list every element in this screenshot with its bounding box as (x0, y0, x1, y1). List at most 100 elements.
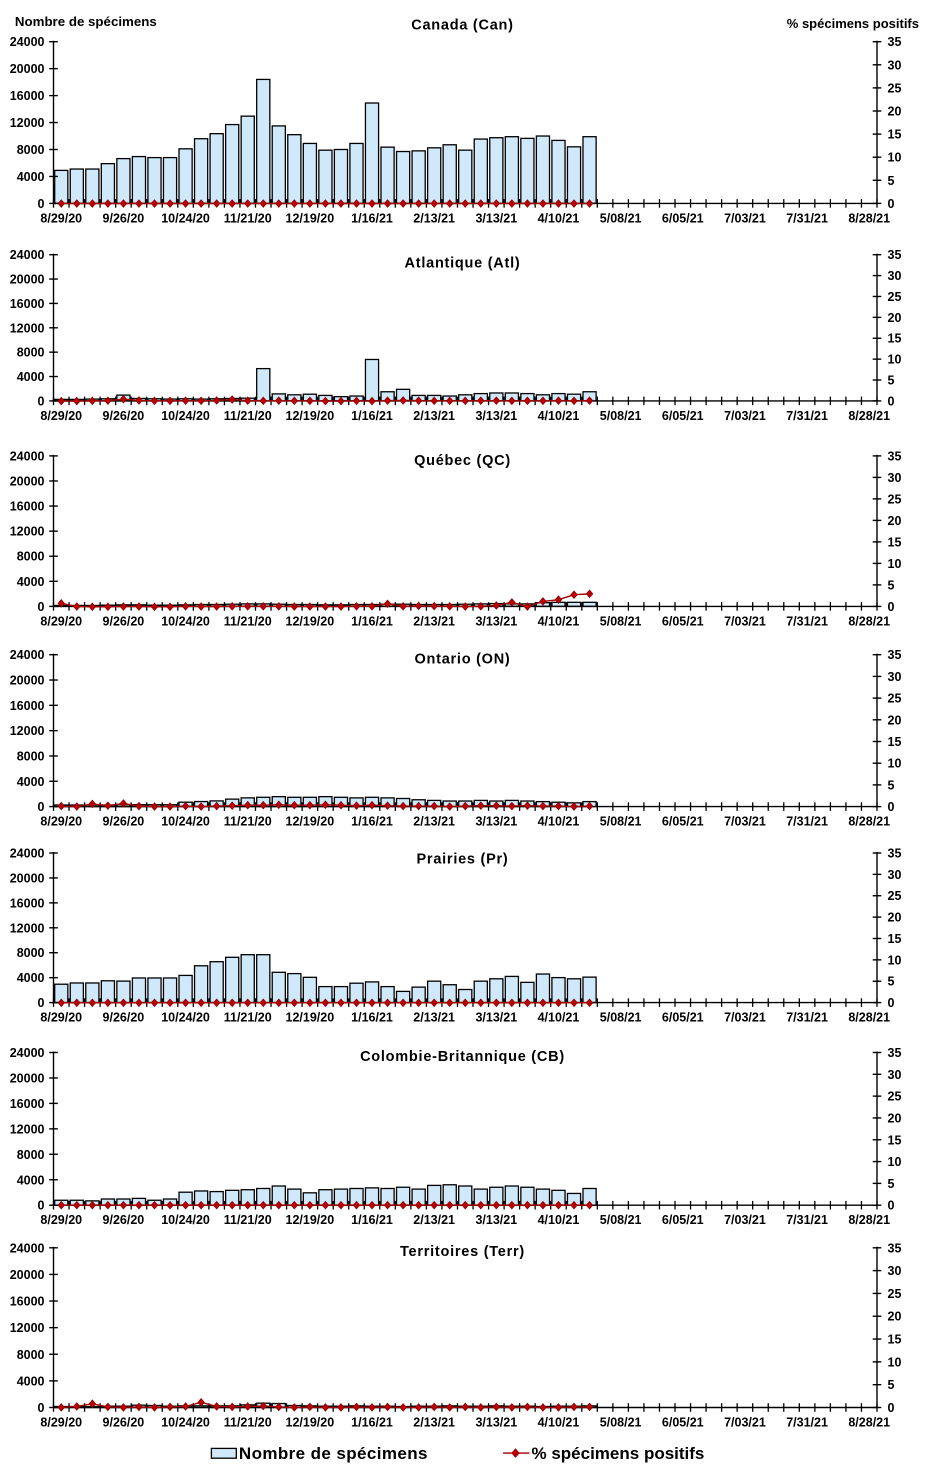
svg-text:12/19/20: 12/19/20 (286, 614, 335, 628)
svg-text:1/16/21: 1/16/21 (351, 1011, 393, 1025)
svg-text:0: 0 (888, 1401, 895, 1415)
svg-text:15: 15 (888, 932, 902, 946)
svg-text:11/21/20: 11/21/20 (224, 1416, 272, 1430)
svg-text:0: 0 (888, 394, 895, 408)
svg-text:8/29/20: 8/29/20 (40, 1416, 82, 1430)
svg-text:2/13/21: 2/13/21 (413, 1011, 455, 1025)
svg-text:2/13/21: 2/13/21 (413, 815, 455, 829)
svg-text:8/28/21: 8/28/21 (848, 1011, 890, 1025)
svg-text:15: 15 (888, 332, 902, 346)
svg-text:6/05/21: 6/05/21 (662, 614, 704, 628)
svg-text:20000: 20000 (10, 273, 45, 287)
svg-text:8/28/21: 8/28/21 (848, 211, 890, 225)
svg-text:5/08/21: 5/08/21 (600, 1213, 642, 1227)
svg-text:20000: 20000 (10, 1268, 45, 1282)
svg-text:5/08/21: 5/08/21 (600, 815, 642, 829)
svg-text:12000: 12000 (10, 116, 45, 130)
svg-text:5: 5 (888, 1378, 895, 1392)
svg-text:8/29/20: 8/29/20 (40, 1213, 82, 1227)
svg-text:4/10/21: 4/10/21 (538, 211, 580, 225)
svg-text:25: 25 (888, 1090, 902, 1104)
svg-text:35: 35 (888, 1046, 902, 1060)
svg-text:0: 0 (888, 800, 895, 814)
svg-text:15: 15 (888, 1133, 902, 1147)
svg-text:3/13/21: 3/13/21 (475, 409, 517, 423)
svg-text:11/21/20: 11/21/20 (224, 1213, 272, 1227)
svg-text:5: 5 (888, 374, 895, 388)
svg-text:7/31/21: 7/31/21 (786, 211, 828, 225)
svg-text:7/03/21: 7/03/21 (724, 815, 766, 829)
svg-text:1/16/21: 1/16/21 (351, 1416, 393, 1430)
svg-text:10: 10 (888, 151, 902, 165)
svg-text:4000: 4000 (17, 1374, 45, 1388)
svg-text:7/03/21: 7/03/21 (724, 409, 766, 423)
svg-text:5/08/21: 5/08/21 (600, 409, 642, 423)
svg-text:Prairies (Pr): Prairies (Pr) (417, 852, 509, 868)
svg-text:4000: 4000 (17, 170, 45, 184)
svg-text:24000: 24000 (10, 847, 45, 861)
svg-text:5: 5 (888, 975, 895, 989)
svg-text:10: 10 (888, 1355, 902, 1369)
svg-text:35: 35 (888, 35, 902, 49)
svg-text:Ontario (ON): Ontario (ON) (415, 652, 511, 668)
svg-text:12/19/20: 12/19/20 (286, 815, 335, 829)
svg-text:6/05/21: 6/05/21 (662, 1416, 704, 1430)
svg-text:10/24/20: 10/24/20 (161, 1213, 210, 1227)
svg-text:8/28/21: 8/28/21 (848, 409, 890, 423)
svg-text:4000: 4000 (17, 1173, 45, 1187)
svg-text:8000: 8000 (17, 749, 45, 763)
svg-text:8/29/20: 8/29/20 (40, 815, 82, 829)
svg-text:12000: 12000 (10, 525, 45, 539)
svg-text:12/19/20: 12/19/20 (286, 1011, 335, 1025)
svg-text:3/13/21: 3/13/21 (475, 1011, 517, 1025)
svg-text:11/21/20: 11/21/20 (224, 409, 272, 423)
svg-text:0: 0 (888, 1199, 895, 1213)
svg-text:5: 5 (888, 174, 895, 188)
svg-text:3/13/21: 3/13/21 (475, 211, 517, 225)
svg-text:20: 20 (888, 911, 902, 925)
svg-text:7/03/21: 7/03/21 (724, 614, 766, 628)
svg-text:1/16/21: 1/16/21 (351, 815, 393, 829)
svg-text:9/26/20: 9/26/20 (103, 409, 145, 423)
svg-text:7/31/21: 7/31/21 (786, 1416, 828, 1430)
svg-text:0: 0 (38, 600, 45, 614)
svg-text:8000: 8000 (17, 946, 45, 960)
svg-text:20000: 20000 (10, 474, 45, 488)
svg-text:15: 15 (888, 128, 902, 142)
svg-text:4/10/21: 4/10/21 (538, 815, 580, 829)
svg-text:1/16/21: 1/16/21 (351, 1213, 393, 1227)
svg-text:12000: 12000 (10, 1122, 45, 1136)
svg-text:9/26/20: 9/26/20 (103, 1011, 145, 1025)
svg-text:20000: 20000 (10, 1071, 45, 1085)
svg-text:12000: 12000 (10, 724, 45, 738)
svg-text:20: 20 (888, 105, 902, 119)
svg-text:15: 15 (888, 1333, 902, 1347)
svg-text:10: 10 (888, 353, 902, 367)
svg-text:20: 20 (888, 1310, 902, 1324)
svg-text:5: 5 (888, 578, 895, 592)
svg-text:11/21/20: 11/21/20 (224, 1011, 272, 1025)
svg-text:7/03/21: 7/03/21 (724, 1011, 766, 1025)
svg-text:35: 35 (888, 847, 902, 861)
svg-text:4/10/21: 4/10/21 (538, 1011, 580, 1025)
svg-text:20: 20 (888, 1111, 902, 1125)
svg-text:8/29/20: 8/29/20 (40, 1011, 82, 1025)
svg-text:20: 20 (888, 713, 902, 727)
svg-text:7/31/21: 7/31/21 (786, 1011, 828, 1025)
svg-text:12000: 12000 (10, 921, 45, 935)
svg-text:2/13/21: 2/13/21 (413, 614, 455, 628)
svg-text:30: 30 (888, 58, 902, 72)
svg-text:5/08/21: 5/08/21 (600, 211, 642, 225)
svg-text:4000: 4000 (17, 370, 45, 384)
svg-text:24000: 24000 (10, 449, 45, 463)
svg-text:3/13/21: 3/13/21 (475, 1213, 517, 1227)
svg-text:20: 20 (888, 514, 902, 528)
svg-text:4/10/21: 4/10/21 (538, 614, 580, 628)
svg-text:10/24/20: 10/24/20 (161, 815, 210, 829)
svg-text:16000: 16000 (10, 699, 45, 713)
svg-text:10: 10 (888, 953, 902, 967)
svg-text:35: 35 (888, 449, 902, 463)
svg-text:4/10/21: 4/10/21 (538, 1416, 580, 1430)
svg-text:6/05/21: 6/05/21 (662, 409, 704, 423)
svg-text:30: 30 (888, 1068, 902, 1082)
